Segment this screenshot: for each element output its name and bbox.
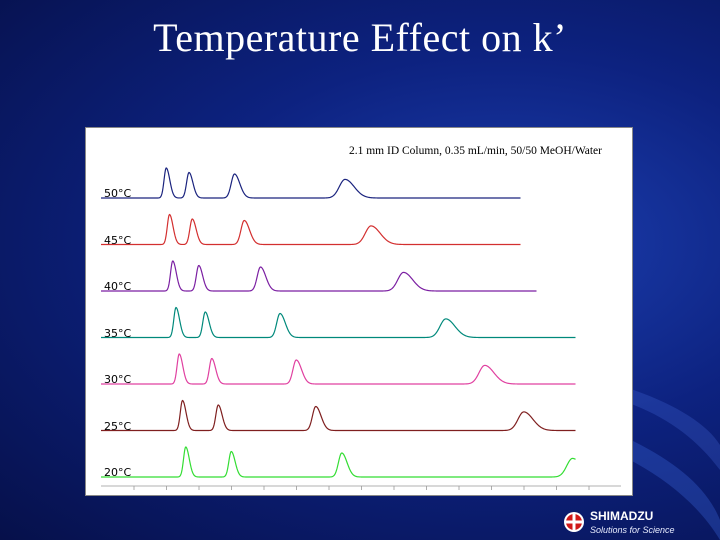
chromatogram-plot — [101, 167, 621, 490]
trace-label: 20°C — [104, 466, 132, 479]
trace-label: 40°C — [104, 280, 132, 293]
series-line-20c — [101, 446, 576, 478]
logo-name: SHIMADZU — [590, 509, 654, 523]
logo-tagline: Solutions for Science — [590, 525, 675, 535]
series-line-25c — [101, 399, 576, 432]
slide-title: Temperature Effect on k’ — [153, 15, 567, 60]
trace-label: 45°C — [104, 233, 132, 247]
chart-title: 2.1 mm ID Column, 0.35 mL/min, 50/50 MeO… — [348, 145, 602, 157]
trace-label: 30°C — [104, 373, 132, 386]
series-line-40c — [101, 260, 537, 292]
series-line-30c — [101, 353, 576, 385]
chromatogram-chart: 2.1 mm ID Column, 0.35 mL/min, 50/50 MeO… — [85, 127, 633, 496]
shimadzu-logo-icon — [564, 512, 584, 532]
trace-label: 35°C — [104, 326, 132, 340]
shimadzu-logo: SHIMADZU Solutions for Science — [563, 508, 713, 540]
series-line-45c — [101, 213, 521, 246]
trace-label: 50°C — [104, 187, 132, 200]
series-line-35c — [101, 306, 576, 339]
trace-label: 25°C — [104, 419, 132, 433]
series-line-50c — [101, 167, 521, 199]
